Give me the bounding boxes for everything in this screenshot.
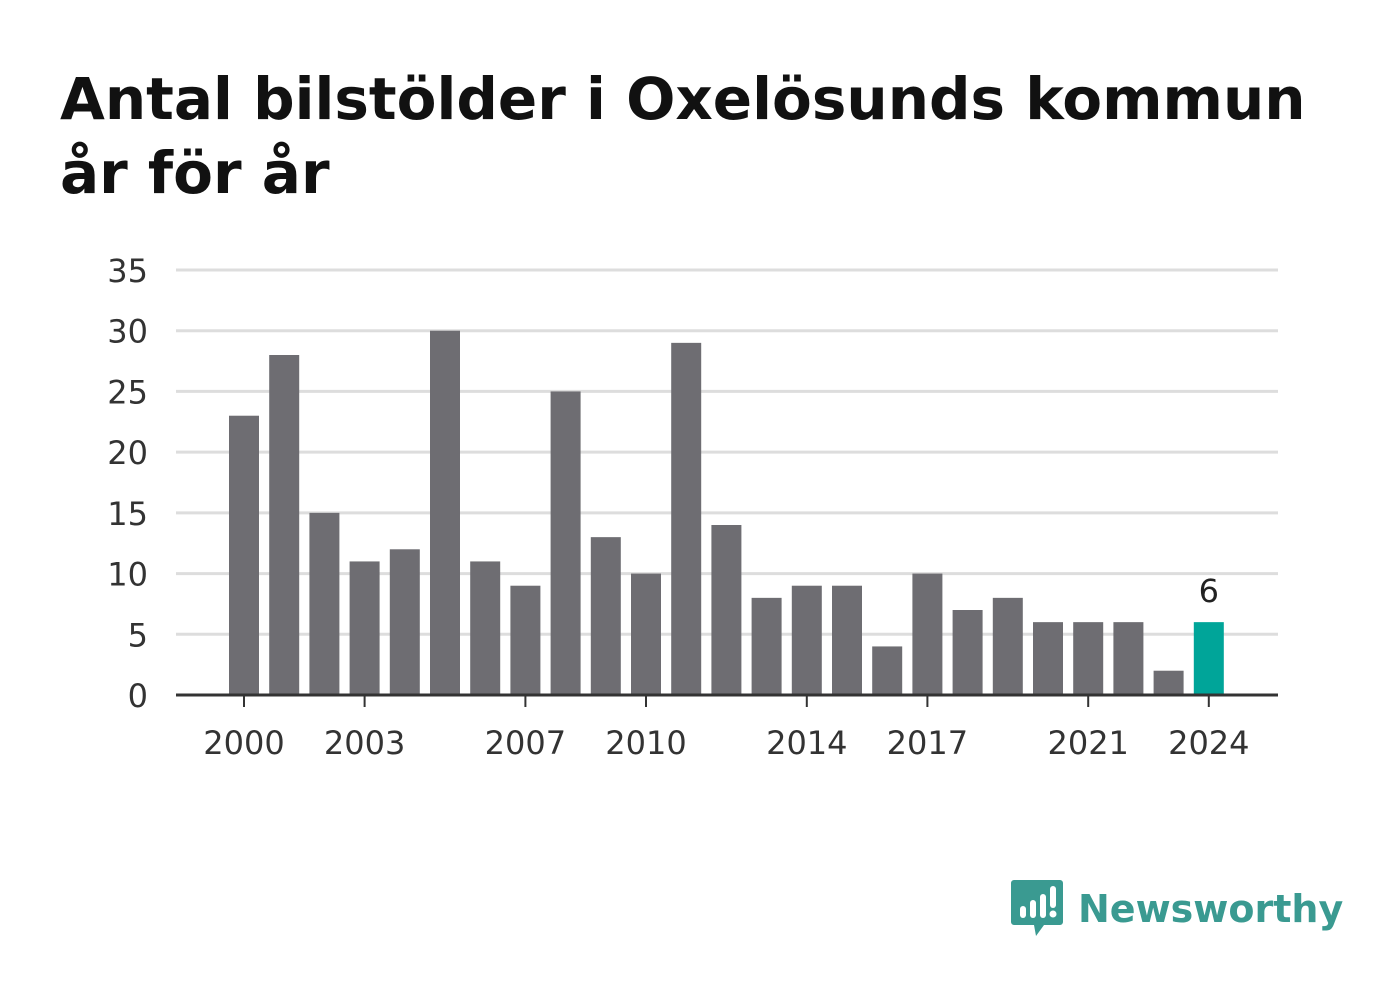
brand-name: Newsworthy <box>1078 887 1344 931</box>
bar-2019 <box>992 597 1023 695</box>
bar-2023 <box>1153 670 1184 695</box>
bar-2024 <box>1193 622 1224 695</box>
chart-title: Antal bilstölder i Oxelösunds kommun år … <box>60 65 1306 207</box>
brand-logo: Newsworthy <box>1010 878 1343 940</box>
bar-2022 <box>1113 622 1144 695</box>
x-tick-label: 2007 <box>485 724 566 762</box>
x-tick-label: 2014 <box>766 724 847 762</box>
bar-2003 <box>349 561 380 695</box>
bar-2002 <box>309 512 340 695</box>
y-tick-label: 20 <box>107 434 148 472</box>
y-tick-label: 10 <box>107 556 148 594</box>
y-tick-label: 25 <box>107 373 148 411</box>
x-tick-label: 2000 <box>203 724 284 762</box>
bar-2006 <box>470 561 501 695</box>
bar-2001 <box>269 355 300 695</box>
bar-2021 <box>1073 622 1104 695</box>
y-tick-label: 35 <box>107 252 148 290</box>
x-tick-label: 2021 <box>1047 724 1128 762</box>
x-tick-label: 2024 <box>1168 724 1249 762</box>
bar-2012 <box>711 525 742 695</box>
bar-2007 <box>510 585 541 695</box>
bar-2011 <box>671 342 702 695</box>
bar-2005 <box>430 330 460 695</box>
bar-2020 <box>1033 622 1063 695</box>
x-tick-label: 2010 <box>605 724 686 762</box>
bar-2014 <box>791 585 822 695</box>
bar-2017 <box>912 573 943 695</box>
bar-2015 <box>832 585 862 695</box>
bar-2016 <box>872 646 903 695</box>
bar-2013 <box>751 597 782 695</box>
bar-2008 <box>550 391 581 695</box>
newsworthy-logo-icon <box>1011 880 1063 936</box>
data-label: 6 <box>1199 572 1219 610</box>
y-tick-label: 5 <box>128 616 148 654</box>
bar-2010 <box>631 573 661 695</box>
y-tick-label: 15 <box>107 495 148 533</box>
bar-2004 <box>389 549 420 695</box>
x-tick-label: 2017 <box>887 724 968 762</box>
bar-2000 <box>229 415 259 695</box>
x-tick-label: 2003 <box>324 724 405 762</box>
bar-2018 <box>952 610 983 695</box>
y-tick-label: 30 <box>107 313 148 351</box>
bar-2009 <box>590 537 621 695</box>
y-tick-label: 0 <box>128 677 148 715</box>
